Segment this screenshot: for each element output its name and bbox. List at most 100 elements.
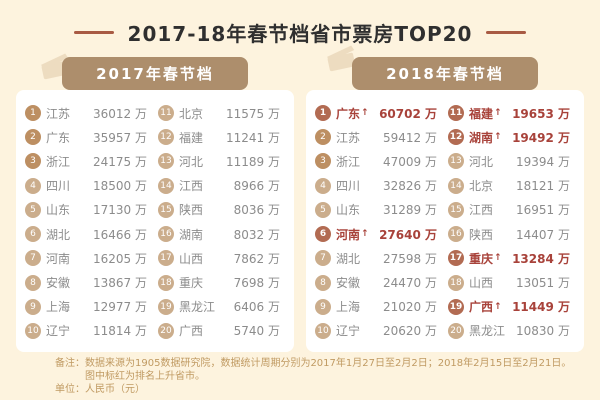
boxoffice-value: 11814 万	[93, 324, 147, 339]
rank-row: 5 山东 31289 万	[315, 199, 442, 221]
province-label: 江苏	[336, 130, 361, 145]
province-label: 广西	[469, 300, 494, 315]
rank-badge: 14	[448, 177, 464, 194]
province-label: 福建	[469, 106, 494, 121]
rank-row: 9 上海 21020 万	[315, 296, 442, 318]
rank-row: 20 广西 5740 万	[158, 320, 285, 342]
rank-badge: 12	[158, 129, 174, 146]
rank-badge: 5	[25, 201, 41, 218]
province-label: 浙江	[46, 154, 71, 169]
boxoffice-value: 8966 万	[233, 179, 280, 194]
rank-up-arrow: ↑	[361, 229, 369, 240]
boxoffice-value: 19394 万	[516, 154, 570, 169]
boxoffice-value: 32826 万	[383, 179, 437, 194]
province-label: 四川	[46, 179, 71, 194]
rank-row: 3 浙江 47009 万	[315, 150, 442, 172]
rank-badge: 16	[158, 226, 174, 243]
boxoffice-value: 13284 万	[512, 251, 570, 266]
ranking-column-1-10: 1 广东 ↑ 60702 万 2 江苏 59412 万 3 浙江 47009 万 4 四川 32826 …	[312, 102, 445, 342]
rank-badge: 15	[158, 201, 174, 218]
rank-up-arrow: ↑	[361, 108, 369, 118]
province-label: 河南	[336, 227, 361, 242]
province-label: 湖南	[469, 130, 494, 145]
rank-badge: 6	[315, 226, 331, 243]
rank-badge: 11	[448, 105, 464, 121]
rank-row: 14 江西 8966 万	[158, 175, 285, 197]
rank-badge: 20	[448, 322, 464, 339]
province-label: 广西	[179, 324, 204, 339]
page-title: 2017-18年春节档省市票房TOP20	[127, 22, 473, 46]
province-label: 山西	[469, 276, 494, 291]
rank-badge: 13	[158, 153, 174, 170]
rank-badge: 3	[315, 153, 331, 170]
rank-row: 14 北京 18121 万	[448, 175, 575, 197]
boxoffice-value: 5740 万	[233, 324, 280, 339]
boxoffice-value: 19492 万	[512, 130, 570, 145]
boxoffice-value: 11189 万	[226, 154, 280, 169]
rank-row: 12 福建 11241 万	[158, 126, 285, 148]
rank-row: 3 浙江 24175 万	[25, 150, 152, 172]
province-label: 黑龙江	[179, 300, 216, 315]
rank-badge: 15	[448, 201, 464, 218]
ranking-column-1-10: 1 江苏 36012 万 2 广东 35957 万 3 浙江 24175 万 4 四川 18500 万…	[22, 102, 155, 342]
rank-row: 18 山西 13051 万	[448, 272, 575, 294]
boxoffice-value: 27598 万	[383, 251, 437, 266]
rank-row: 1 广东 ↑ 60702 万	[315, 102, 442, 124]
boxoffice-value: 60702 万	[379, 106, 437, 121]
rank-badge: 6	[25, 226, 41, 243]
rank-row: 16 陕西 14407 万	[448, 223, 575, 245]
boxoffice-value: 12977 万	[93, 300, 147, 315]
rank-row: 6 河南 ↑ 27640 万	[315, 223, 442, 245]
rank-up-arrow: ↑	[494, 108, 502, 118]
boxoffice-value: 7862 万	[233, 251, 280, 266]
province-label: 辽宁	[336, 324, 361, 339]
boxoffice-value: 18121 万	[516, 179, 570, 194]
rank-badge: 7	[25, 250, 41, 267]
rank-badge: 12	[448, 129, 464, 146]
province-label: 陕西	[179, 203, 204, 218]
rank-badge: 9	[315, 298, 331, 315]
rank-badge: 4	[25, 177, 41, 194]
boxoffice-value: 8032 万	[233, 227, 280, 242]
boxoffice-value: 17130 万	[93, 203, 147, 218]
province-label: 四川	[336, 179, 361, 194]
boxoffice-value: 7698 万	[233, 276, 280, 291]
boxoffice-value: 21020 万	[383, 300, 437, 315]
rank-row: 4 四川 32826 万	[315, 175, 442, 197]
rank-badge: 18	[448, 274, 464, 291]
rank-badge: 8	[25, 274, 41, 291]
rank-badge: 11	[158, 105, 174, 121]
province-label: 上海	[46, 300, 71, 315]
province-label: 河南	[46, 251, 71, 266]
rank-badge: 1	[315, 105, 331, 121]
province-label: 重庆	[179, 276, 204, 291]
province-label: 福建	[179, 130, 204, 145]
footer-note-red-legend: 图中标红为排名上升省市。	[85, 371, 205, 382]
province-label: 黑龙江	[469, 324, 506, 339]
boxoffice-value: 11241 万	[226, 130, 280, 145]
boxoffice-value: 31289 万	[383, 203, 437, 218]
boxoffice-value: 59412 万	[383, 130, 437, 145]
province-label: 山东	[336, 203, 361, 218]
rank-badge: 19	[158, 298, 174, 315]
rank-up-arrow: ↑	[494, 253, 502, 264]
panel-body-2018: 1 广东 ↑ 60702 万 2 江苏 59412 万 3 浙江 47009 万 4 四川 32826 …	[306, 90, 584, 352]
province-label: 湖南	[179, 227, 204, 242]
boxoffice-value: 18500 万	[93, 179, 147, 194]
rank-row: 8 安徽 13867 万	[25, 272, 152, 294]
boxoffice-value: 16466 万	[93, 227, 147, 242]
boxoffice-value: 24175 万	[93, 154, 147, 169]
rank-row: 11 北京 11575 万	[158, 102, 285, 124]
footer-note-unit: 单位：人民币（元）	[55, 384, 145, 395]
boxoffice-value: 16951 万	[516, 203, 570, 218]
province-label: 重庆	[469, 251, 494, 266]
province-label: 江西	[469, 203, 494, 218]
province-label: 江西	[179, 179, 204, 194]
rank-badge: 10	[315, 322, 331, 339]
boxoffice-value: 16205 万	[93, 251, 147, 266]
rank-badge: 20	[158, 322, 174, 339]
footer-notes: 备注：数据来源为1905数据研究院，数据统计周期分别为2017年1月27日至2月…	[55, 357, 600, 396]
boxoffice-value: 19653 万	[512, 106, 570, 121]
province-label: 广东	[46, 130, 71, 145]
province-label: 河北	[179, 154, 204, 169]
